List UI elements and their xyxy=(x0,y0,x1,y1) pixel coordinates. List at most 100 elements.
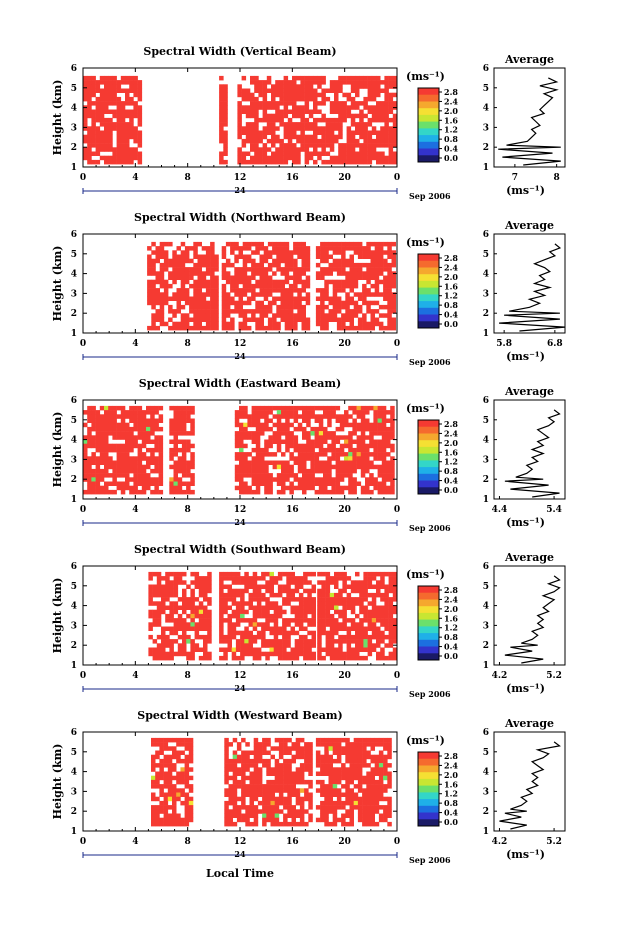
heatmap-cell xyxy=(299,813,305,818)
heatmap-cell xyxy=(167,792,173,797)
heatmap-cell xyxy=(287,151,293,156)
heatmap-cell xyxy=(120,159,126,165)
heatmap-cell xyxy=(342,159,347,165)
heatmap-cell xyxy=(328,300,333,306)
heatmap-cell xyxy=(328,754,333,760)
heatmap-cell xyxy=(297,452,303,457)
heatmap-cell xyxy=(148,597,153,602)
heatmap-cell xyxy=(177,431,183,436)
heatmap-cell xyxy=(108,460,113,465)
heatmap-cell xyxy=(227,630,232,636)
heatmap-cell xyxy=(387,275,392,280)
colorbar-segment xyxy=(418,88,439,96)
heatmap-cell xyxy=(301,317,306,322)
heatmap-cell xyxy=(186,473,191,478)
heatmap-cell xyxy=(201,292,207,297)
heatmap-cell xyxy=(281,452,286,457)
heatmap-cell xyxy=(376,155,381,161)
heatmap-cell xyxy=(302,405,307,411)
heatmap-cell xyxy=(176,771,181,776)
heatmap-cell xyxy=(310,464,315,470)
heatmap-cell xyxy=(371,147,377,152)
heatmap-cell xyxy=(129,443,134,449)
heatmap-cell xyxy=(324,250,329,255)
heatmap-cell xyxy=(335,460,341,465)
heatmap-cell xyxy=(298,647,304,652)
heatmap-cell xyxy=(289,435,294,440)
heatmap-cell xyxy=(125,439,130,444)
heatmap-cell xyxy=(318,481,324,486)
x-tick-label: 12 xyxy=(234,671,247,681)
heatmap-cell xyxy=(168,262,173,268)
heatmap-cell xyxy=(207,597,212,602)
heatmap-cell xyxy=(255,460,261,465)
heatmap-cell xyxy=(336,792,342,797)
heatmap-cell xyxy=(288,292,294,297)
heatmap-cell xyxy=(151,271,156,276)
heatmap-cell xyxy=(275,101,280,106)
heatmap-cell xyxy=(210,313,215,318)
heatmap-cell xyxy=(116,431,122,436)
heatmap-cell xyxy=(251,262,256,268)
heatmap-cell xyxy=(342,113,347,119)
heatmap-cell xyxy=(230,288,235,293)
heatmap-cell xyxy=(306,481,311,486)
heatmap-cell xyxy=(169,613,174,619)
heatmap-cell xyxy=(203,618,208,623)
heatmap-cell xyxy=(380,618,385,623)
heatmap-cell xyxy=(311,597,316,602)
x-tick-label: 16 xyxy=(286,505,299,515)
heatmap-cell xyxy=(184,288,190,293)
heatmap-cell xyxy=(388,576,394,581)
heatmap-cell xyxy=(151,300,156,306)
heatmap-cell xyxy=(239,405,244,411)
colorbar-segment xyxy=(418,314,439,322)
heatmap-cell xyxy=(300,134,305,140)
heatmap-cell xyxy=(311,613,316,619)
heatmap-cell xyxy=(193,254,198,259)
heatmap-cell xyxy=(286,639,291,644)
heatmap-cell xyxy=(249,813,254,818)
heatmap-cell xyxy=(108,126,113,131)
heatmap-cell xyxy=(116,96,122,102)
heatmap-cell xyxy=(352,456,357,461)
heatmap-cell xyxy=(223,597,228,602)
heatmap-cell xyxy=(184,800,190,806)
heatmap-cell xyxy=(155,258,160,264)
colorbar-segment xyxy=(418,155,439,163)
heatmap-cell xyxy=(367,571,373,577)
heatmap-cell xyxy=(274,817,280,823)
heatmap-cell xyxy=(238,271,243,276)
heatmap-cell xyxy=(352,410,357,415)
heatmap-cell xyxy=(251,435,257,440)
heatmap-cell xyxy=(232,821,238,827)
heatmap-cell xyxy=(317,622,322,627)
heatmap-cell xyxy=(227,622,232,627)
heatmap-cell xyxy=(120,460,126,465)
heatmap-cell xyxy=(182,580,187,585)
heatmap-cell xyxy=(91,485,96,491)
heatmap-cell xyxy=(332,296,338,301)
heatmap-cell xyxy=(346,159,352,165)
heatmap-cell xyxy=(184,796,190,802)
heatmap-cell xyxy=(320,313,325,318)
heatmap-cell xyxy=(156,613,162,619)
heatmap-cell xyxy=(302,456,307,461)
heatmap-cell xyxy=(274,746,280,751)
heatmap-cell xyxy=(152,601,158,606)
heatmap-cell xyxy=(141,418,147,423)
heatmap-cell xyxy=(168,258,173,264)
heatmap-cell xyxy=(290,597,295,602)
heatmap-cell xyxy=(307,643,312,648)
heatmap-cell xyxy=(265,613,270,619)
heatmap-cell xyxy=(274,805,280,810)
heatmap-cell xyxy=(244,634,249,640)
heatmap-cell xyxy=(357,267,363,272)
heatmap-cell xyxy=(254,117,259,123)
heatmap-cell xyxy=(277,605,283,610)
heatmap-cell xyxy=(223,84,228,89)
heatmap-cell xyxy=(225,304,231,310)
heatmap-cell xyxy=(280,283,285,289)
heatmap-cell xyxy=(346,155,352,161)
heatmap-cell xyxy=(104,88,109,93)
